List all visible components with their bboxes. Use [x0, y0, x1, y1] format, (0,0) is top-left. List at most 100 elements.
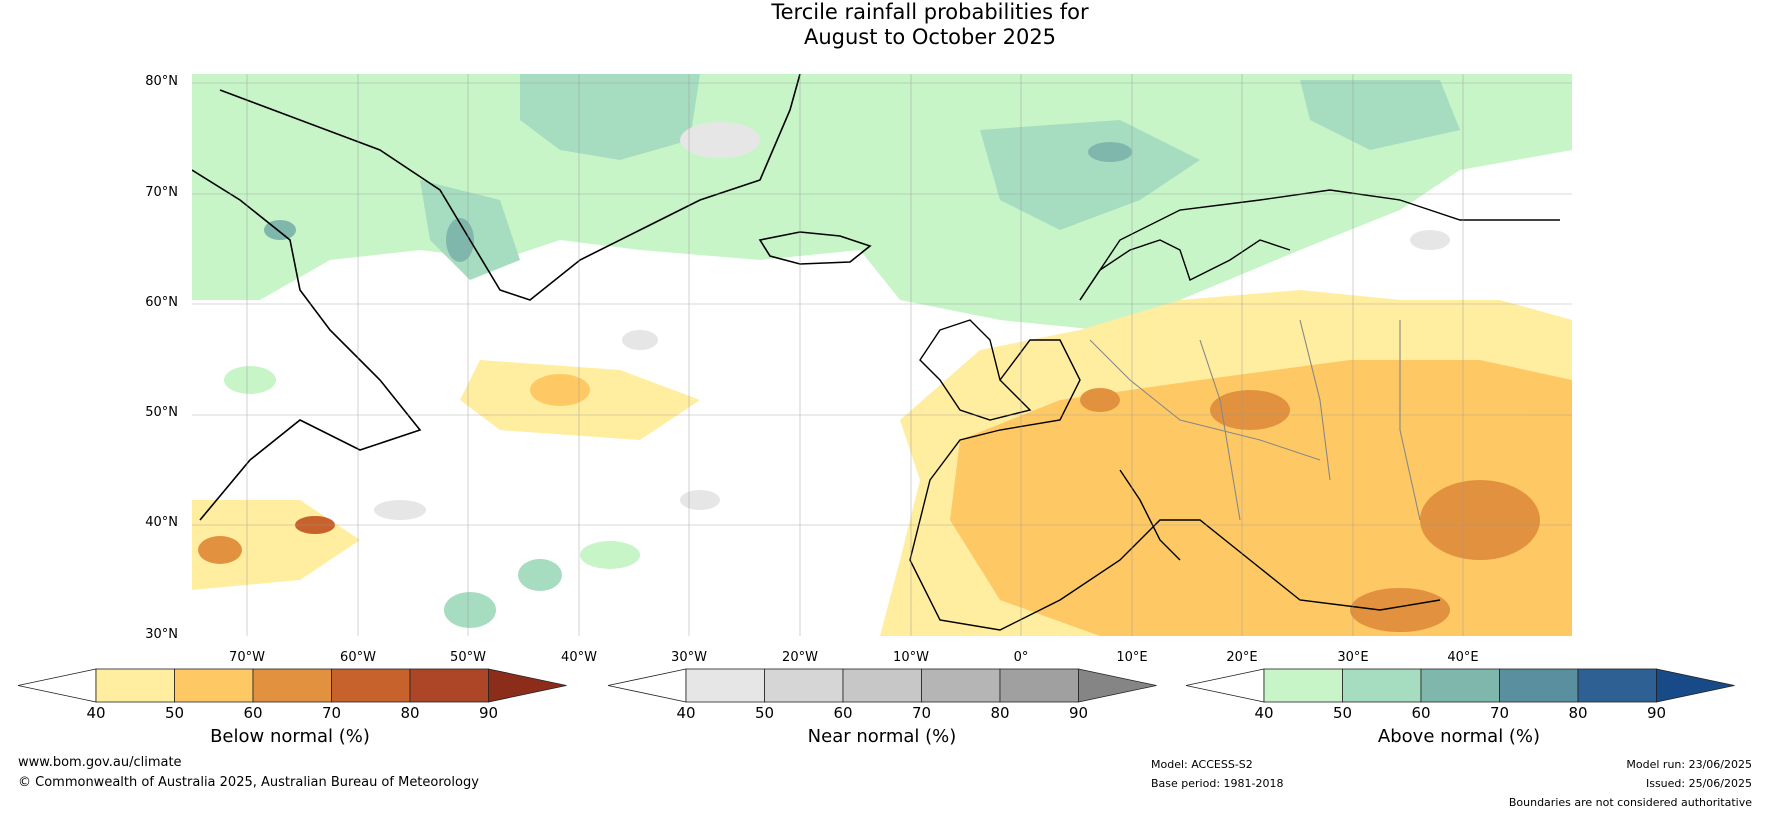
footer-model-run: Model run: 23/06/2025 [1626, 758, 1752, 771]
colorbar-tick-label: 90 [478, 704, 499, 722]
colorbar-below-normal-label: Below normal (%) [210, 726, 370, 747]
colorbar-above-normal [1185, 668, 1735, 703]
colorbar-tick-label: 80 [990, 704, 1010, 722]
colorbar-tick-label: 80 [1568, 704, 1588, 722]
lon-label: 30°W [671, 650, 707, 665]
colorbar-extend-low [1185, 668, 1265, 703]
above-normal-region [192, 74, 1572, 330]
colorbar-segment [685, 668, 765, 703]
above-normal-spot [518, 559, 562, 591]
colorbar-extend-low [17, 668, 97, 703]
colorbar-tick-label: 70 [1489, 704, 1510, 722]
colorbar-segment [921, 668, 1001, 703]
colorbar-tick-label: 40 [1254, 704, 1274, 722]
colorbar-extend-high [488, 668, 567, 703]
lon-label: 40°E [1447, 650, 1479, 665]
colorbar-below-normal [17, 668, 567, 703]
colorbar-segment [252, 668, 332, 703]
above-normal-region-5 [1300, 80, 1460, 150]
colorbar-above-normal-label: Above normal (%) [1377, 726, 1541, 747]
colorbar-segment [842, 668, 922, 703]
colorbar-segment [95, 668, 175, 703]
colorbar-tick-label: 90 [1068, 704, 1089, 722]
lat-label: 40°N [145, 515, 178, 530]
above-normal-spot [446, 218, 474, 262]
colorbar-tick-label: 40 [676, 704, 696, 722]
colorbar-tick-label: 60 [833, 704, 853, 722]
below-normal-spot [198, 536, 242, 564]
lat-label: 30°N [145, 627, 178, 642]
colorbar-segment [331, 668, 411, 703]
colorbar-segment [1499, 668, 1579, 703]
colorbar-tick-label: 50 [164, 704, 185, 722]
footer-base-period: Base period: 1981-2018 [1151, 777, 1284, 790]
canada-coastline [192, 169, 422, 521]
lon-label: 70°W [229, 650, 265, 665]
colorbar-extend-low [607, 668, 687, 703]
colorbar-segment [1263, 668, 1343, 703]
above-normal-spot [1088, 142, 1132, 162]
colorbar-tick-label: 50 [754, 704, 775, 722]
colorbar-tick-label: 70 [321, 704, 342, 722]
lon-label: 60°W [340, 650, 376, 665]
colorbar-tick-label: 50 [1332, 704, 1353, 722]
lat-label: 80°N [145, 74, 178, 89]
below-normal-region-2 [950, 360, 1572, 636]
footer-model: Model: ACCESS-S2 [1151, 758, 1253, 771]
above-normal-spot [444, 592, 496, 628]
colorbar-segment [1342, 668, 1422, 703]
map-gridlines [192, 74, 1572, 636]
below-normal-spot [1350, 588, 1450, 632]
near-normal-spot [374, 500, 426, 520]
colorbar-near-normal-label: Near normal (%) [807, 726, 957, 747]
near-normal-spot [622, 330, 658, 350]
near-normal-spot [680, 490, 720, 510]
above-normal-spot [580, 541, 640, 569]
lon-label: 10°W [893, 650, 929, 665]
below-normal-spot [1080, 388, 1120, 412]
scandinavia-coastline [1079, 239, 1291, 301]
colorbar-segment [1577, 668, 1657, 703]
near-normal-spot [1410, 230, 1450, 250]
colorbar-tick-label: 90 [1646, 704, 1667, 722]
above-normal-region-3 [980, 120, 1200, 230]
lat-label: 60°N [145, 295, 178, 310]
footer-url: www.bom.gov.au/climate [18, 755, 182, 770]
map-title: Tercile rainfall probabilities for Augus… [0, 0, 1770, 50]
lat-label: 50°N [145, 405, 178, 420]
footer-disclaimer: Boundaries are not considered authoritat… [1508, 796, 1752, 809]
colorbar-tick-label: 60 [1411, 704, 1431, 722]
footer-issued: Issued: 25/06/2025 [1645, 777, 1752, 790]
colorbar-tick-label: 70 [911, 704, 932, 722]
colorbar-tick-label: 40 [86, 704, 106, 722]
lon-label: 30°E [1337, 650, 1369, 665]
near-normal-spot [680, 122, 760, 158]
colorbar-segment [764, 668, 844, 703]
colorbar-segment [409, 668, 489, 703]
lon-label: 10°E [1116, 650, 1148, 665]
lon-label: 20°E [1226, 650, 1258, 665]
lon-label: 40°W [561, 650, 597, 665]
lat-label: 70°N [145, 185, 178, 200]
greenland-coastline [219, 74, 801, 301]
iceland-coastline [758, 231, 872, 265]
colorbar-near-normal [607, 668, 1157, 703]
below-normal-spot [1210, 390, 1290, 430]
colorbar-segment [174, 668, 254, 703]
title-line-2: August to October 2025 [803, 25, 1057, 49]
colorbar-segment [999, 668, 1079, 703]
footer-copyright: © Commonwealth of Australia 2025, Austra… [18, 775, 479, 790]
lon-label: 0° [1013, 650, 1029, 665]
colorbar-extend-high [1656, 668, 1735, 703]
below-normal-spot [1420, 480, 1540, 560]
title-line-1: Tercile rainfall probabilities for [771, 0, 1089, 24]
colorbar-segment [1420, 668, 1500, 703]
above-normal-spot [224, 366, 276, 394]
colorbar-tick-label: 60 [243, 704, 263, 722]
colorbar-tick-label: 80 [400, 704, 420, 722]
borders [1089, 319, 1421, 521]
lon-label: 50°W [450, 650, 486, 665]
below-normal-spot [530, 374, 590, 406]
lon-label: 20°W [782, 650, 818, 665]
